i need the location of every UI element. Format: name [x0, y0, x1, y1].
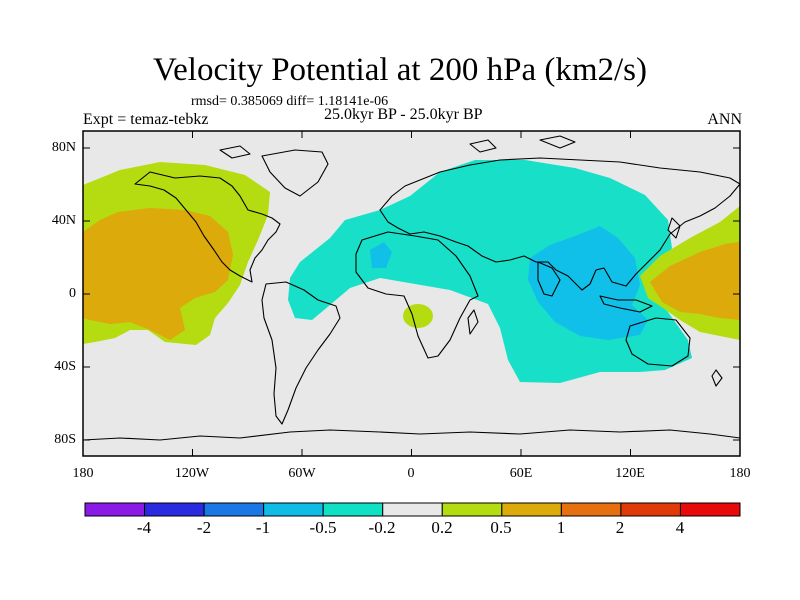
colorbar-label: -2 [196, 518, 212, 537]
colorbar-label: -1 [255, 518, 271, 537]
lon-label: 180 [72, 466, 94, 481]
lon-label: 0 [407, 466, 415, 481]
season-label: ANN [707, 111, 742, 128]
coast-greenland [261, 149, 329, 197]
lon-label: 180 [729, 466, 751, 481]
colorbar-box [679, 502, 741, 517]
axis-ticks [82, 131, 741, 456]
coast-indonesia [599, 295, 653, 313]
contour-fields [83, 160, 740, 383]
coast-new-zealand [711, 369, 723, 387]
period-label: 25.0kyr BP - 25.0kyr BP [324, 106, 483, 123]
atlantic-positive-blob [403, 304, 433, 328]
colorbar-box [560, 502, 622, 517]
lat-label: 80N [51, 140, 76, 155]
coast-eurasia [379, 157, 740, 291]
lon-label: 60E [509, 466, 533, 481]
colorbar-box [382, 502, 443, 517]
coast-japan [667, 217, 681, 239]
lon-label: 120W [174, 466, 210, 481]
colorbar-label: -4 [136, 518, 152, 537]
colorbar-label: 4 [675, 518, 685, 537]
colorbar-label: -0.5 [309, 518, 337, 537]
colorbar-label: 1 [556, 518, 566, 537]
lon-label: 60W [288, 466, 316, 481]
colorbar-label: 0.2 [431, 518, 453, 537]
colorbar-box [620, 502, 681, 517]
coast-madagascar [467, 309, 479, 335]
coast-south-america [261, 281, 341, 425]
colorbar-box [263, 502, 324, 517]
colorbar-label: 0.5 [490, 518, 512, 537]
colorbar-box [441, 502, 503, 517]
west-pacific-positive-inner [650, 242, 740, 320]
colorbar [84, 502, 741, 517]
lat-label: 40S [54, 359, 76, 374]
lon-label: 120E [615, 466, 645, 481]
colorbar-box [501, 502, 562, 517]
lat-label: 0 [69, 286, 76, 301]
pacific-positive-inner [83, 208, 233, 340]
coastlines [83, 135, 740, 441]
map-title: Velocity Potential at 200 hPa (km2/s) [152, 52, 648, 88]
coast-arctic-islands [219, 135, 576, 159]
colorbar-label: 2 [615, 518, 625, 537]
stats-text: rmsd= 0.385069 diff= 1.18141e-06 [191, 94, 389, 109]
colorbar-box [203, 502, 265, 517]
coast-australia [625, 317, 691, 367]
sahara-negative-inner [370, 242, 392, 268]
colorbar-label: -0.2 [368, 518, 396, 537]
indian-ocean-negative-inner [528, 226, 648, 340]
lat-label: 80S [54, 432, 76, 447]
colorbar-box [322, 502, 384, 517]
coast-north-america [134, 171, 281, 283]
coast-antarctica [83, 429, 740, 441]
lat-label: 40N [51, 213, 76, 228]
colorbar-box [84, 502, 146, 517]
coast-africa [355, 231, 479, 359]
experiment-label: Expt = temaz-tebkz [83, 111, 209, 128]
coast-india [537, 261, 561, 297]
colorbar-box [144, 502, 205, 517]
